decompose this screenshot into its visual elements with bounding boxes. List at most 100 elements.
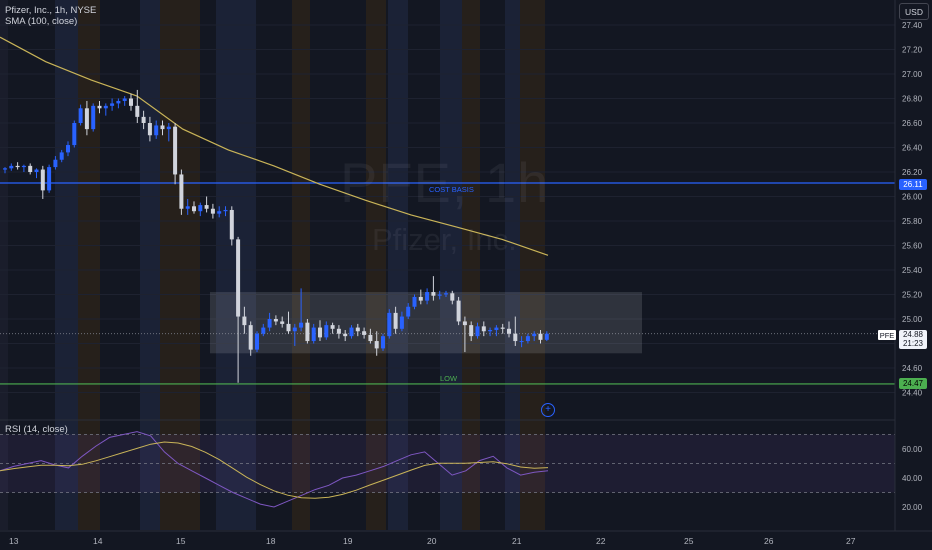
candle-body[interactable] (525, 336, 530, 342)
candle-body[interactable] (59, 152, 64, 160)
candle-body[interactable] (122, 98, 127, 101)
candle-body[interactable] (292, 327, 297, 332)
candle-body[interactable] (166, 126, 171, 130)
candle-body[interactable] (481, 326, 486, 332)
candle-body[interactable] (544, 333, 549, 340)
candle-body[interactable] (374, 341, 379, 349)
candle-body[interactable] (406, 306, 411, 317)
candle-body[interactable] (179, 174, 184, 209)
symbol-legend[interactable]: Pfizer, Inc., 1h, NYSE (5, 5, 97, 16)
candle-body[interactable] (280, 321, 285, 324)
candle-body[interactable] (84, 108, 89, 130)
candle-body[interactable] (362, 331, 367, 335)
candle-body[interactable] (40, 169, 45, 191)
candle-body[interactable] (198, 205, 203, 212)
candle-body[interactable] (242, 316, 247, 326)
candle-body[interactable] (519, 341, 524, 343)
candle-body[interactable] (368, 334, 373, 342)
candle-body[interactable] (91, 105, 96, 130)
range-rectangle[interactable] (210, 292, 642, 354)
candle-body[interactable] (538, 333, 543, 340)
candle-body[interactable] (500, 327, 505, 329)
candle-body[interactable] (393, 312, 398, 329)
candle-body[interactable] (286, 323, 291, 332)
candle-body[interactable] (160, 125, 165, 130)
candle-body[interactable] (336, 328, 341, 334)
candle-body[interactable] (475, 326, 480, 337)
candle-body[interactable] (324, 325, 329, 338)
candle-body[interactable] (425, 292, 430, 301)
candle-body[interactable] (47, 167, 52, 191)
candle-body[interactable] (437, 294, 442, 296)
candle-body[interactable] (229, 209, 234, 240)
candle-body[interactable] (343, 333, 348, 337)
candle-body[interactable] (66, 145, 70, 153)
rsi-legend[interactable]: RSI (14, close) (5, 424, 68, 435)
candle-body[interactable] (273, 319, 278, 322)
candle-body[interactable] (444, 293, 448, 295)
candle-body[interactable] (34, 169, 39, 172)
candle-body[interactable] (462, 321, 467, 326)
candle-body[interactable] (217, 211, 222, 214)
candle-body[interactable] (450, 293, 455, 301)
candle-body[interactable] (116, 100, 121, 104)
price-axis[interactable] (895, 0, 932, 550)
candle-body[interactable] (248, 325, 253, 350)
candle-body[interactable] (72, 123, 77, 146)
candle-body[interactable] (330, 325, 335, 329)
candle-body[interactable] (53, 159, 58, 168)
candle-body[interactable] (381, 336, 385, 349)
candle-body[interactable] (154, 125, 159, 136)
candle-body[interactable] (141, 116, 146, 123)
candle-body[interactable] (431, 292, 436, 296)
candle-body[interactable] (97, 105, 102, 109)
candle-body[interactable] (236, 239, 241, 317)
candle-body[interactable] (349, 327, 354, 337)
candle-body[interactable] (355, 327, 360, 332)
time-axis-label: 13 (9, 536, 19, 546)
candle-body[interactable] (28, 165, 33, 172)
sma-legend[interactable]: SMA (100, close) (5, 16, 78, 27)
candle-body[interactable] (261, 327, 266, 334)
candle-body[interactable] (255, 333, 259, 350)
candle-body[interactable] (412, 296, 417, 307)
candle-body[interactable] (223, 209, 228, 212)
candle-body[interactable] (507, 328, 511, 334)
candle-body[interactable] (418, 296, 423, 301)
candle-body[interactable] (469, 325, 474, 337)
candle-body[interactable] (173, 126, 178, 175)
rsi-line[interactable] (0, 431, 549, 508)
candle-body[interactable] (387, 312, 392, 337)
candle-body[interactable] (192, 206, 196, 212)
candle-body[interactable] (399, 316, 404, 329)
candle-body[interactable] (305, 322, 310, 342)
candle-body[interactable] (299, 322, 304, 328)
currency-button[interactable]: USD (899, 3, 929, 20)
candle-body[interactable] (513, 333, 518, 342)
candle-body[interactable] (135, 105, 140, 117)
sma-line[interactable] (0, 36, 549, 256)
candle-body[interactable] (110, 103, 115, 106)
candle-body[interactable] (9, 165, 14, 169)
candle-body[interactable] (532, 333, 537, 337)
candle-body[interactable] (129, 98, 133, 106)
candle-body[interactable] (456, 300, 461, 322)
candle-body[interactable] (318, 327, 322, 338)
candle-body[interactable] (488, 330, 493, 332)
time-axis[interactable] (0, 531, 932, 550)
candle-body[interactable] (267, 319, 272, 328)
candle-body[interactable] (311, 327, 316, 342)
candle-body[interactable] (103, 105, 108, 109)
candle-body[interactable] (210, 208, 215, 214)
candle-body[interactable] (185, 206, 190, 209)
candle-body[interactable] (15, 165, 20, 168)
candle-body[interactable] (204, 205, 209, 209)
candle-body[interactable] (3, 168, 7, 170)
candle-body[interactable] (78, 108, 83, 123)
candle-body[interactable] (21, 165, 26, 168)
add-alert-plus-icon[interactable]: + (541, 403, 555, 417)
candle-body[interactable] (147, 123, 152, 136)
candle-body[interactable] (494, 327, 499, 331)
